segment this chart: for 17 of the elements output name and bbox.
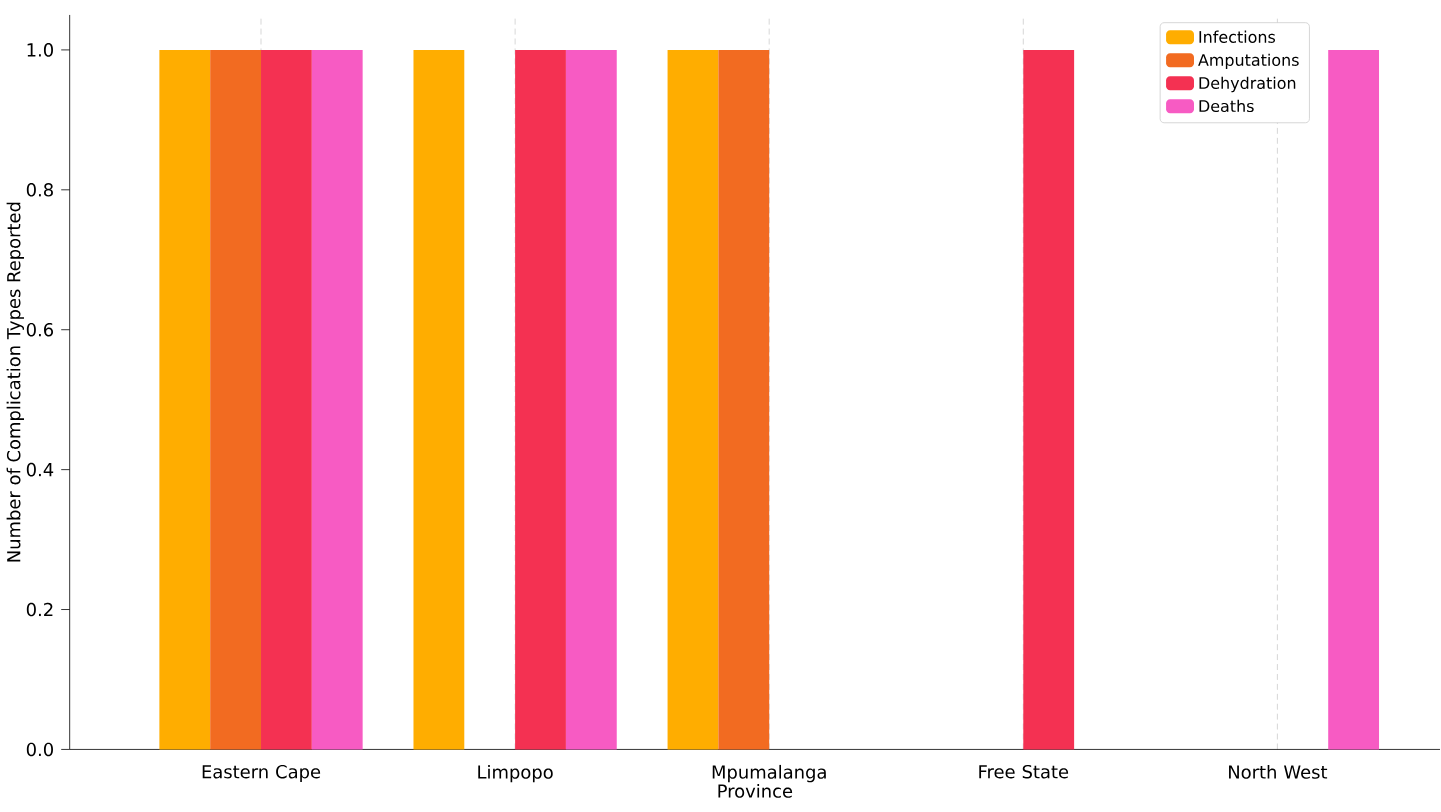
y-tick-label: 0.0 [26,742,53,757]
x-axis-title: Province [718,783,793,798]
y-tick-label: 0.4 [26,462,54,477]
x-tick-label: North West [1229,764,1328,779]
y-tick-label: 0.6 [26,322,54,337]
y-tick-label: 1.0 [27,43,53,57]
y-tick-label: 0.8 [26,182,53,197]
y-tick-label: 0.2 [26,602,53,617]
y-axis-title: Number of Complication Types Reported [6,202,24,562]
legend-label: Deaths [1199,99,1254,112]
x-tick-label: Mpumalanga [712,764,826,783]
legend-label: Amputations [1198,53,1299,69]
legend-label: Infections [1199,30,1276,43]
x-tick-label: Eastern Cape [202,764,321,782]
x-tick-label: Free State [979,764,1069,779]
legend-label: Dehydration [1199,76,1296,93]
x-tick-label: Limpopo [478,764,553,783]
